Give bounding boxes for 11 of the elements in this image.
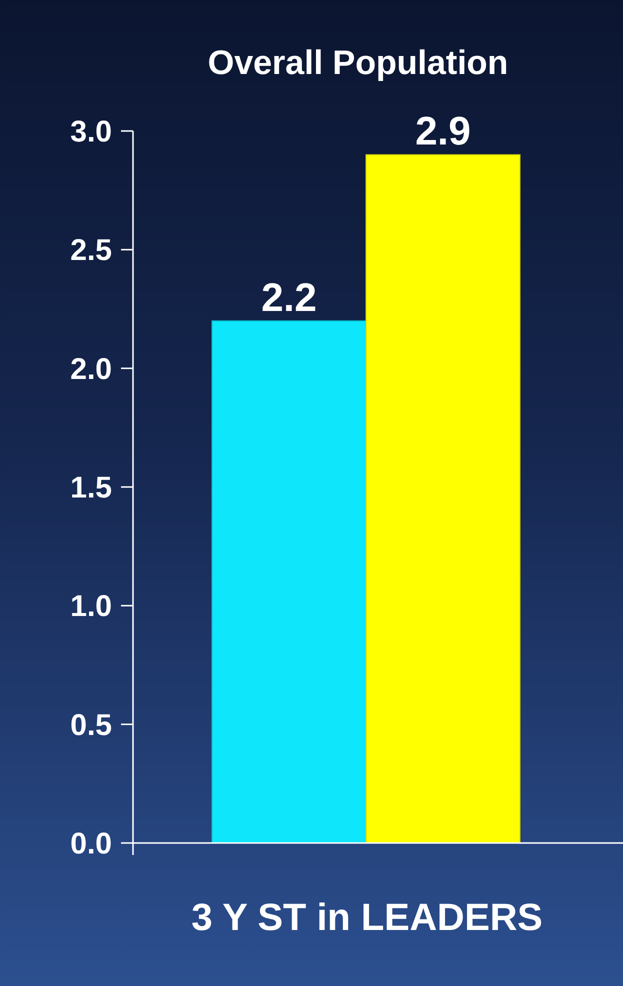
y-tick-label: 3.0 [70,116,112,148]
data-label: 2.2 [261,276,317,320]
y-tick-label: 2.0 [70,352,112,386]
y-tick-label: 0.5 [70,708,112,742]
y-tick-label: 1.0 [70,590,112,624]
chart-title: Overall Population [208,44,508,82]
y-tick-label: 0.0 [70,828,112,860]
y-tick-label: 1.5 [70,472,112,504]
y-tick-label: 2.5 [70,234,112,268]
x-axis-title: 3 Y ST in LEADERS [191,897,543,939]
data-label: 2.9 [415,110,471,154]
